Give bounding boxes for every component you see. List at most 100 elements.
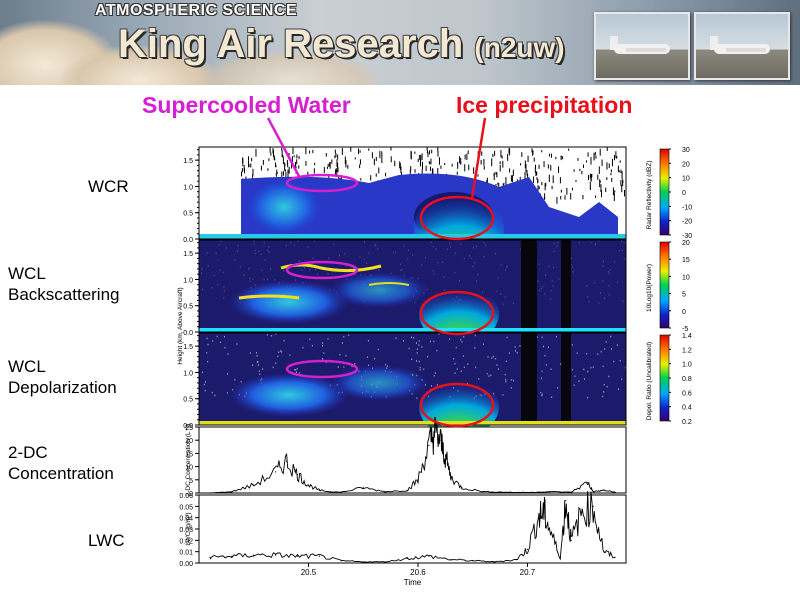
radar-noise-mark (287, 169, 289, 178)
colorbar-tick-label: 0.8 (682, 376, 692, 383)
lidar-near-field-band (199, 421, 626, 425)
lidar-noise-mark (204, 389, 206, 392)
radar-noise-mark (577, 157, 579, 161)
lidar-noise-mark (586, 285, 588, 287)
lidar-noise-mark (433, 245, 435, 248)
series-point (433, 431, 435, 433)
radar-noise-mark (464, 164, 466, 172)
lidar-noise-mark (254, 249, 256, 252)
lidar-noise-mark (622, 300, 624, 302)
lidar-noise-mark (260, 253, 262, 256)
radar-noise-mark (381, 155, 383, 164)
lidar-noise-mark (459, 279, 461, 282)
radar-noise-mark (419, 159, 421, 167)
y-tick-label: 1.5 (183, 251, 193, 258)
lidar-noise-mark (262, 368, 264, 370)
radar-noise-mark (337, 162, 339, 171)
lidar-noise-mark (263, 242, 265, 244)
radar-noise-mark (512, 169, 514, 177)
radar-noise-mark (440, 165, 442, 169)
series-point (307, 484, 310, 486)
lidar-noise-mark (252, 278, 254, 280)
colorbar-tick-label: -5 (682, 326, 688, 333)
lidar-noise-mark (606, 385, 608, 388)
radar-noise-mark (590, 174, 592, 182)
lidar-noise-mark (392, 251, 394, 254)
radar-noise-mark (248, 164, 250, 168)
lidar-noise-mark (220, 240, 222, 242)
radar-noise-mark (511, 175, 513, 183)
lidar-noise-mark (243, 274, 245, 276)
lidar-noise-mark (573, 384, 575, 386)
lidar-noise-mark (536, 336, 538, 338)
lidar-noise-mark (207, 360, 209, 363)
x-tick-label: 20.6 (410, 568, 426, 577)
radar-noise-mark (590, 156, 592, 165)
lidar-noise-mark (502, 394, 504, 396)
radar-noise-mark (409, 169, 411, 175)
colorbar (659, 241, 670, 329)
radar-noise-mark (520, 163, 522, 166)
radar-noise-mark (334, 155, 336, 159)
twodc-panel: 0 5 10 15 20 252-DC Concentration (L⁻¹) (185, 416, 627, 498)
lidar-noise-mark (574, 375, 576, 377)
lidar-noise-mark (327, 338, 329, 340)
radar-noise-mark (336, 159, 338, 167)
radar-noise-mark (438, 157, 440, 165)
series-point (428, 555, 430, 557)
radar-noise-mark (243, 168, 245, 174)
radar-noise-mark (543, 161, 545, 168)
lidar-noise-mark (309, 269, 311, 271)
lidar-noise-mark (603, 383, 605, 386)
series-point (450, 476, 452, 478)
lidar-noise-mark (600, 351, 602, 353)
lidar-noise-mark (374, 244, 376, 246)
lidar-noise-mark (516, 352, 518, 354)
lidar-noise-mark (418, 340, 420, 342)
radar-noise-mark (368, 148, 370, 151)
lidar-noise-mark (614, 261, 616, 263)
radar-noise-mark (293, 155, 295, 158)
radar-noise-mark (359, 159, 361, 165)
lidar-cloud-layer (229, 280, 349, 324)
radar-noise-mark (486, 177, 488, 184)
series-point (231, 555, 233, 557)
radar-noise-mark (555, 156, 557, 160)
y-axis-label: LWC (g/m³) (185, 512, 192, 545)
lidar-noise-mark (541, 393, 543, 396)
lidar-noise-mark (294, 244, 296, 246)
radar-noise-mark (385, 172, 387, 177)
lidar-noise-mark (446, 248, 448, 250)
lidar-noise-mark (395, 337, 397, 339)
radar-noise-mark (497, 182, 499, 185)
lidar-noise-mark (339, 353, 341, 356)
lidar-noise-mark (550, 290, 552, 292)
lidar-noise-mark (484, 244, 486, 247)
lidar-cloud-layer (229, 373, 349, 417)
radar-noise-mark (294, 162, 296, 168)
radar-noise-mark (560, 195, 562, 200)
lidar-noise-mark (478, 378, 480, 380)
radar-noise-mark (309, 150, 311, 154)
radar-noise-mark (344, 156, 346, 165)
lidar-noise-mark (483, 343, 485, 345)
radar-noise-mark (275, 164, 277, 168)
radar-noise-mark (251, 157, 253, 162)
radar-noise-mark (241, 171, 243, 177)
lidar-noise-mark (213, 274, 215, 277)
radar-noise-mark (242, 158, 244, 167)
lidar-noise-mark (204, 381, 206, 383)
radar-noise-mark (593, 156, 595, 161)
lidar-noise-mark (261, 269, 263, 272)
x-tick-label: 20.7 (520, 568, 536, 577)
radar-noise-mark (371, 152, 373, 159)
radar-noise-mark (360, 178, 362, 181)
radar-noise-mark (524, 160, 526, 169)
radar-noise-mark (331, 159, 333, 164)
radar-noise-mark (281, 150, 283, 158)
lidar-noise-mark (618, 250, 620, 252)
radar-noise-mark (615, 151, 617, 159)
lidar-noise-mark (258, 250, 260, 253)
lidar-near-field-band (199, 328, 626, 332)
